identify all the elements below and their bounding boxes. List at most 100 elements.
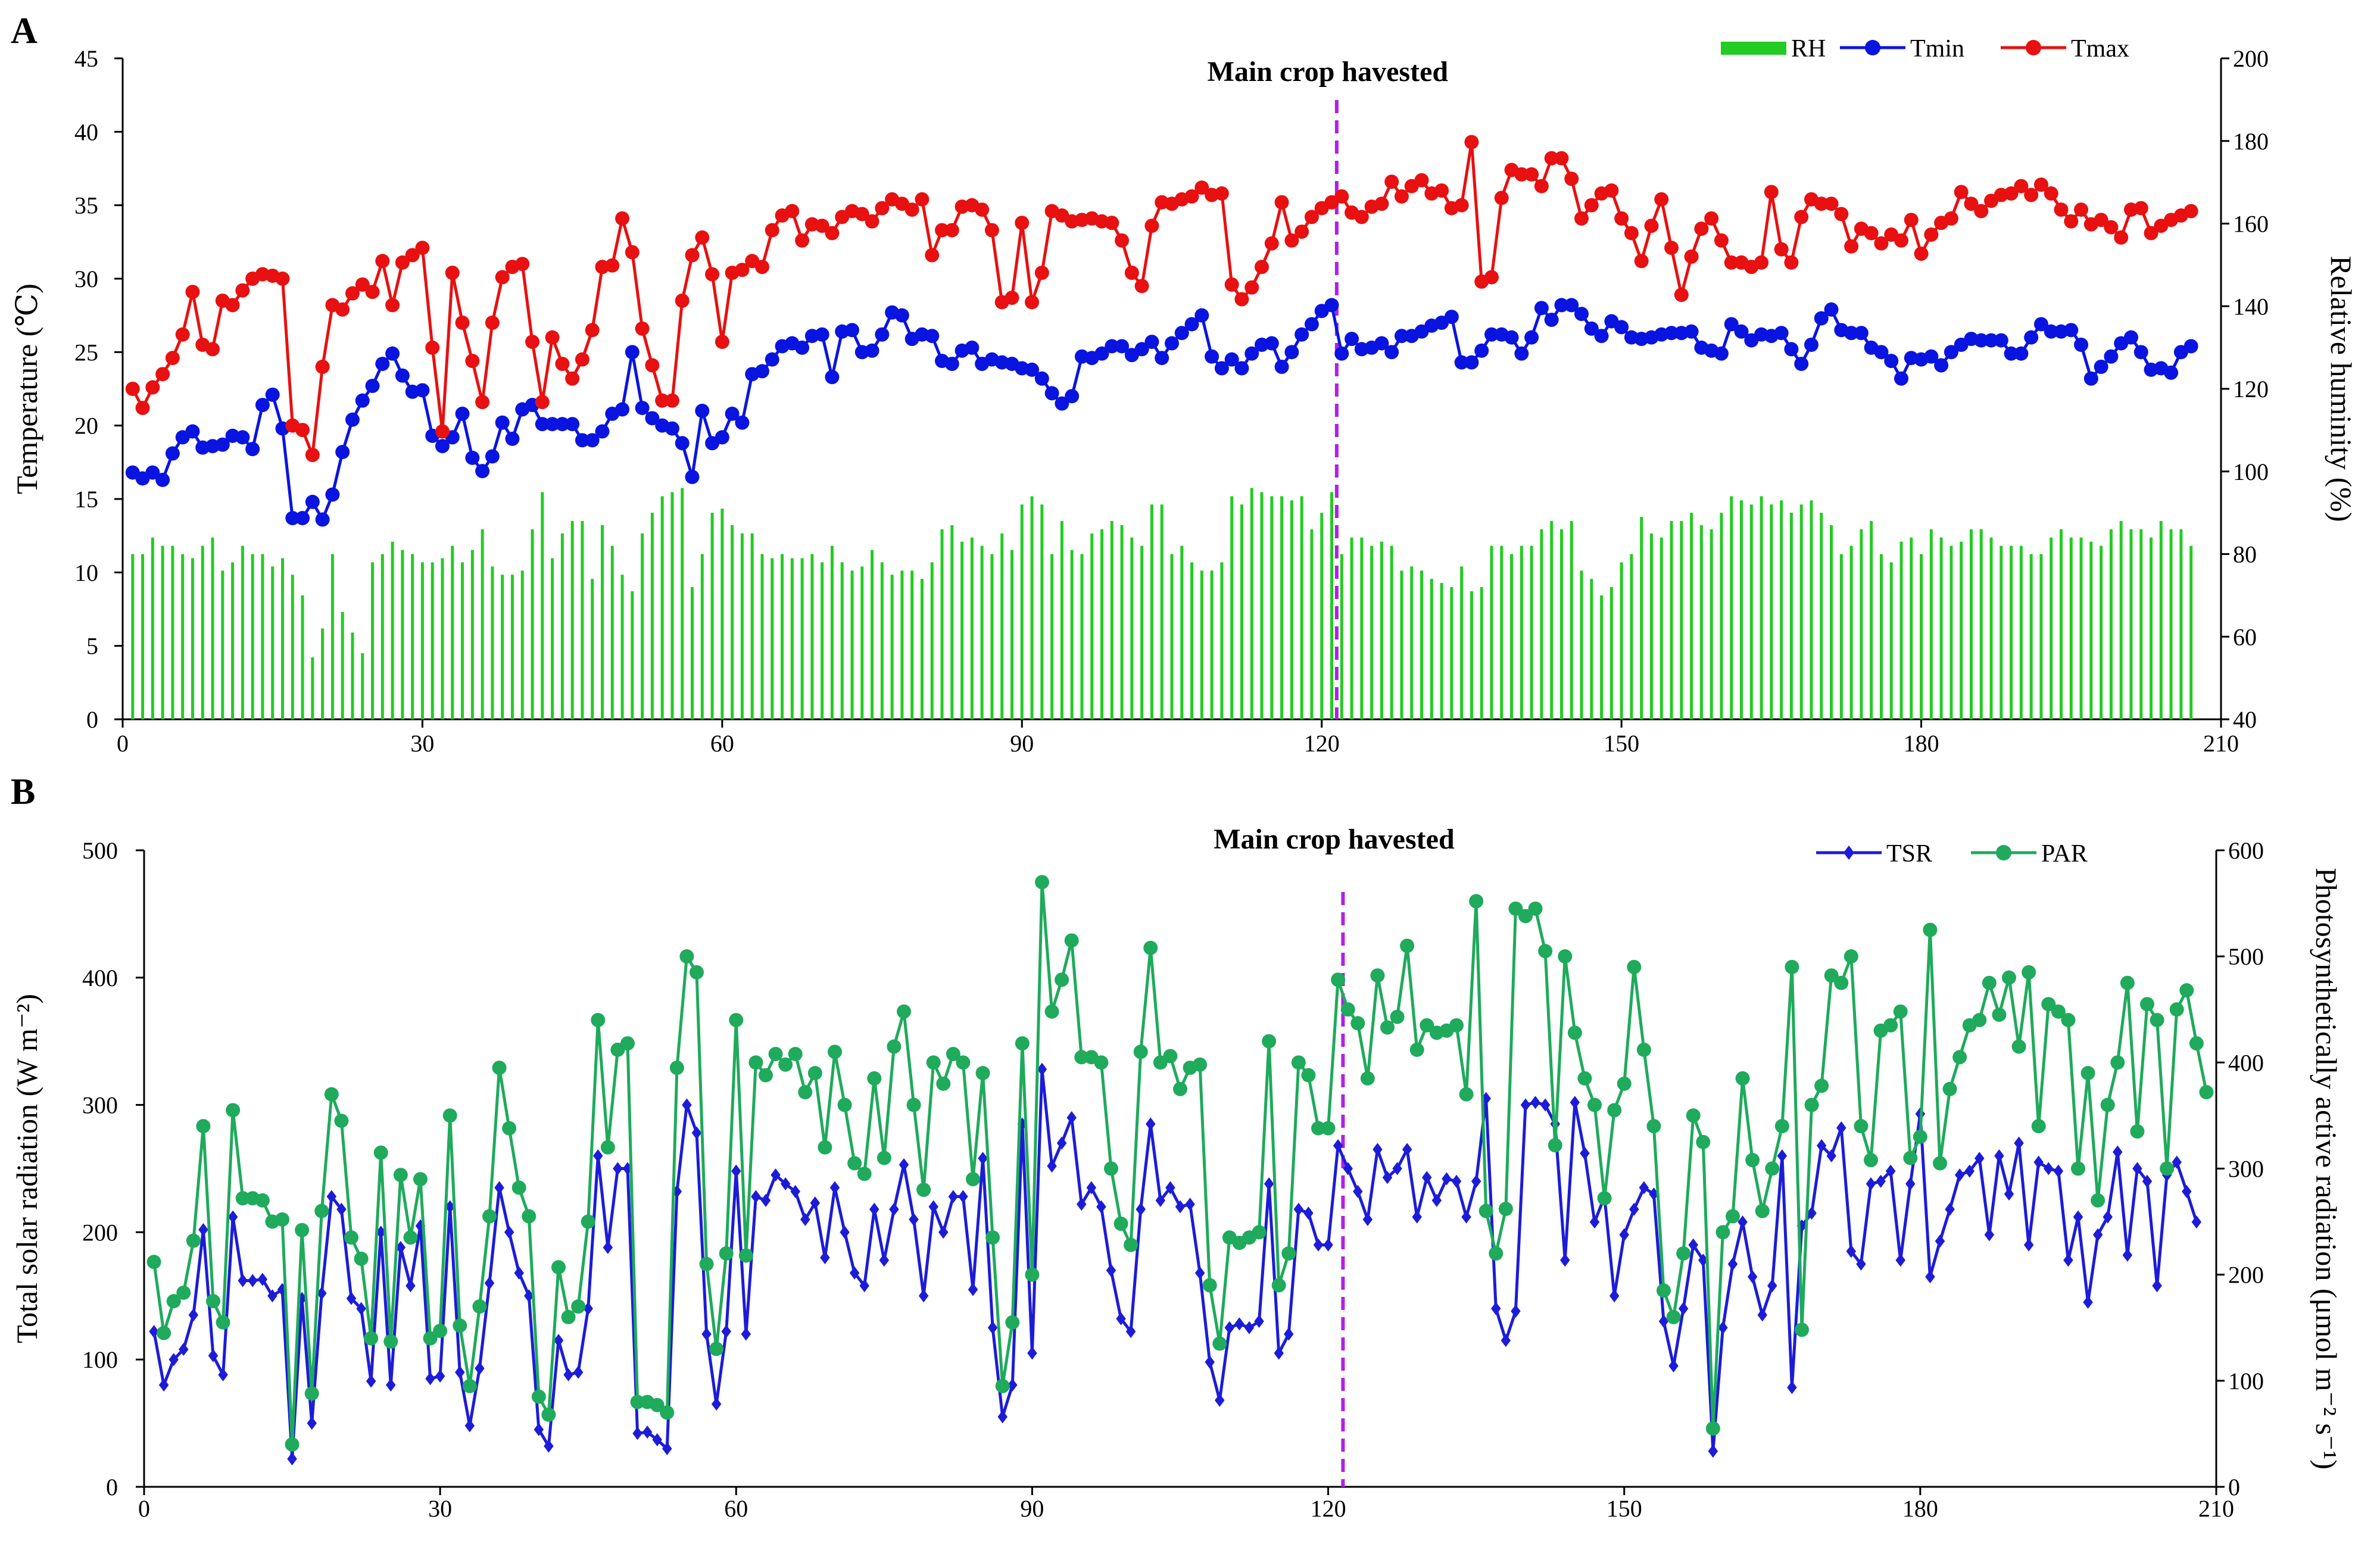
tsr-point <box>1945 1202 1955 1216</box>
x-tick-label: 90 <box>1010 730 1034 757</box>
tmin-point <box>1524 330 1539 345</box>
tsr-point <box>1767 1279 1777 1293</box>
tmax-point <box>705 267 720 282</box>
tmin-point <box>865 343 879 358</box>
par-point <box>1262 1034 1277 1049</box>
legend-label: Tmax <box>2071 35 2129 63</box>
rh-bar <box>1660 537 1663 719</box>
tmin-point <box>1884 354 1899 369</box>
rh-bar <box>850 570 854 719</box>
rh-bar <box>1480 587 1483 719</box>
tsr-point <box>1136 1202 1146 1216</box>
tmax-point <box>865 214 879 229</box>
tsr-point <box>800 1213 810 1227</box>
par-point <box>1854 1119 1869 1134</box>
tmin-point <box>245 442 260 457</box>
panel-a: 0 30 60 90 120 150 180 210 0 5 10 15 20 25 30 35 40 45 40 6… <box>10 11 2358 757</box>
par-point <box>709 1342 724 1356</box>
rh-bar <box>201 545 204 719</box>
tsr-point <box>1333 1139 1343 1153</box>
tsr-point <box>1146 1117 1156 1131</box>
tmin-point <box>1115 339 1130 354</box>
legend-swatch <box>1721 42 1786 55</box>
tsr-point <box>425 1372 435 1386</box>
tmin-point <box>1105 339 1119 354</box>
par-point <box>1686 1108 1701 1123</box>
rh-bar <box>1570 521 1573 719</box>
tmin-point <box>1484 327 1499 342</box>
rh-bar <box>871 550 874 719</box>
tsr-point <box>1619 1228 1629 1242</box>
par-point <box>966 1172 980 1187</box>
tmax-point <box>2054 202 2069 217</box>
rh-bar <box>341 612 344 719</box>
rh-bar <box>1420 570 1424 719</box>
tmin-point <box>1454 355 1469 370</box>
par-point <box>1765 1161 1780 1176</box>
tmax-point <box>1834 207 1849 222</box>
tsr-point <box>1205 1355 1215 1369</box>
tsr-point <box>741 1327 751 1341</box>
par-point <box>1657 1283 1671 1298</box>
tmax-point <box>1334 189 1349 204</box>
tmax-point <box>1384 174 1399 189</box>
rh-bar <box>1649 533 1653 719</box>
rh-bar <box>2060 529 2063 719</box>
rh-bar <box>1799 504 1803 719</box>
tmax-point <box>1524 167 1539 182</box>
par-point <box>1587 1097 1602 1112</box>
rh-bar <box>570 521 574 719</box>
tmax-point <box>1214 186 1229 201</box>
par-point <box>679 949 694 964</box>
tsr-point <box>771 1168 781 1182</box>
rh-bar <box>1360 537 1364 719</box>
rh-bar <box>670 492 674 719</box>
tmin-point <box>1284 345 1299 360</box>
tsr-point <box>849 1266 860 1280</box>
par-point <box>235 1191 250 1206</box>
rh-bar <box>1330 492 1333 719</box>
tsr-point <box>346 1292 357 1305</box>
rh-bar <box>1879 554 1883 719</box>
tsr-point <box>198 1223 208 1237</box>
par-point <box>1518 909 1533 924</box>
par-point <box>975 1066 990 1081</box>
legend-label: PAR <box>2041 840 2088 868</box>
tmin-point <box>2033 317 2048 332</box>
y-tick-label-left: 15 <box>74 486 98 513</box>
rh-bar <box>1310 529 1314 719</box>
y-tick-label-right: 300 <box>2228 1156 2264 1183</box>
par-point <box>1972 1013 1987 1028</box>
tmax-point <box>1954 185 1969 199</box>
x-tick-label: 120 <box>1311 1495 1346 1522</box>
tsr-point <box>1975 1152 1985 1165</box>
tsr-point <box>534 1423 544 1436</box>
tsr-point <box>149 1325 159 1339</box>
tmin-point <box>1664 326 1679 341</box>
rh-bar <box>1440 583 1443 719</box>
par-point <box>1844 949 1858 964</box>
tmax-point <box>335 302 350 317</box>
par-point <box>699 1256 714 1271</box>
tsr-point <box>1954 1168 1965 1182</box>
tmin-point <box>1994 333 2008 348</box>
tsr-point <box>1994 1149 2004 1163</box>
rh-bar <box>1910 537 1913 719</box>
tsr-point <box>918 1289 929 1303</box>
par-point <box>196 1119 211 1134</box>
tsr-point <box>2033 1155 2044 1169</box>
tmax-point <box>1464 135 1479 149</box>
rh-bar <box>1080 554 1084 719</box>
rh-bar <box>1699 525 1703 719</box>
rh-bar <box>1350 537 1353 719</box>
tsr-point <box>2152 1279 2162 1293</box>
tsr-point <box>435 1369 445 1383</box>
par-point <box>847 1156 862 1171</box>
rh-bar <box>1150 504 1153 719</box>
rh-bar <box>1630 554 1633 719</box>
tsr-point <box>1589 1215 1600 1229</box>
tmin-point <box>1464 355 1479 370</box>
par-point <box>1548 1138 1562 1153</box>
tmax-point <box>1374 196 1389 211</box>
tmin-point <box>1214 361 1229 376</box>
